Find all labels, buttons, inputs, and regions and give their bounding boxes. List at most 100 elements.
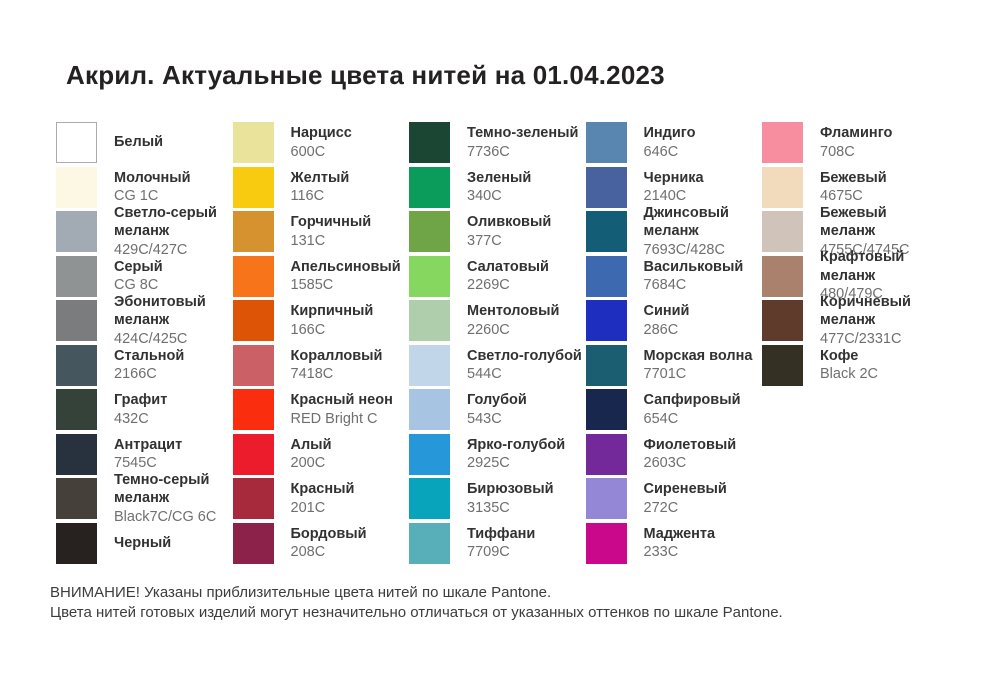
color-name: Нарцисс [290,125,352,141]
color-code: 600C [290,143,326,160]
color-code: 4755C/4745C [820,241,910,258]
color-code: 3135C [467,499,510,516]
color-code: Black 2C [820,366,879,382]
color-code: 424C/425C [114,330,188,347]
color-labels: Оливковый 377C [467,211,599,252]
color-entry: Горчичный 131C [232,211,409,256]
color-code: 340C [467,188,502,204]
color-code: 2140C [643,188,687,204]
color-labels: Морская волна 7701C [644,345,776,386]
color-swatch [409,211,450,252]
color-swatch [409,433,450,475]
color-name: Крафтовый меланж [820,249,905,284]
color-swatch [56,166,97,208]
footer-note: ВНИМАНИЕ! Указаны приблизительные цвета … [50,583,783,622]
color-name: Кирпичный [290,303,374,319]
color-name: Салатовый [467,258,549,275]
color-swatch [762,255,803,297]
color-labels: Джинсовый меланж 7693C/428C [644,205,776,258]
color-swatch [232,122,274,163]
color-swatch [232,211,274,252]
color-entry: Черника 2140C [585,166,762,212]
color-entry: Антрацит 7545C [56,433,232,479]
color-code: 654C [643,410,679,427]
color-code: 201C [290,499,326,516]
color-labels: Эбонитовый меланж 424C/425C [114,294,246,347]
color-code: Black7C/CG 6C [114,508,217,525]
color-code: 7693C/428C [643,241,725,258]
footer-note-line-2: Цвета нитей готовых изделий могут незнач… [50,603,783,621]
color-swatch [409,478,450,519]
color-labels: Желтый 116C [291,167,423,208]
color-swatch [409,344,450,386]
color-labels: Ментоловый 2260C [467,300,599,341]
color-swatch [56,522,97,564]
color-swatch [409,300,450,341]
color-labels: Красный 201C [291,478,423,519]
color-labels: Горчичный 131C [291,211,423,252]
color-code: 646C [643,143,679,160]
color-swatch [409,166,450,208]
color-entry: Джинсовый меланж 7693C/428C [585,205,762,258]
color-name: Горчичный [290,214,372,230]
color-entry: Желтый 116C [232,166,409,212]
color-code: CG 8C [114,277,159,293]
color-swatch [409,122,450,163]
color-swatch [56,344,97,386]
color-labels: Стальной 2166C [114,345,246,386]
color-name: Бежевый меланж [820,204,887,240]
color-name: Антрацит [114,436,183,453]
color-name: Светло-голубой [467,347,582,364]
color-labels: Белый [114,122,246,163]
color-labels: Сапфировый 654C [644,389,776,430]
color-labels: Бежевый 4675C [820,167,952,208]
color-code: 2269C [467,277,510,293]
color-code: 377C [467,232,502,249]
color-entry: Морская волна 7701C [585,344,762,390]
color-name: Бежевый [820,169,887,186]
color-code: RED Bright C [290,410,378,427]
color-entry: Серый CG 8C [56,255,232,301]
color-name: Голубой [467,392,527,408]
color-code: 131C [290,232,326,249]
color-labels: Нарцисс 600C [291,122,423,163]
color-code: 7709C [467,544,510,560]
color-entry: Бежевый меланж 4755C/4745C [762,205,938,258]
color-labels: Светло-серый меланж 429C/427C [114,205,246,258]
color-name: Красный [290,481,355,497]
color-name: Тиффани [467,525,536,542]
color-labels: Крафтовый меланж 480/479C [820,249,952,302]
color-swatch [409,389,450,430]
color-name: Желтый [290,169,350,186]
page-title: Акрил. Актуальные цвета нитей на 01.04.2… [66,60,665,90]
color-code: 708C [820,143,855,160]
color-labels: Синий 286C [644,300,776,341]
color-name: Ментоловый [467,303,560,319]
color-labels: Сиреневый 272C [644,478,776,519]
color-swatch [762,122,803,163]
color-swatch [232,344,274,386]
color-name: Серый [114,258,163,275]
color-entry: Голубой 543C [409,389,585,434]
color-code: 272C [643,499,679,516]
color-entry: Ментоловый 2260C [409,300,585,345]
color-entry: Кофе Black 2C [762,344,938,390]
color-labels: Ярко-голубой 2925C [467,434,599,475]
color-entry: Нарцисс 600C [232,122,409,167]
color-name: Морская волна [643,347,753,364]
color-labels: Маджента 233C [644,523,776,564]
color-labels: Бежевый меланж 4755C/4745C [820,205,952,258]
color-swatch [762,300,803,341]
color-name: Бирюзовый [467,481,554,497]
color-code: 7545C [114,455,157,471]
color-labels: Голубой 543C [467,389,599,430]
color-swatch [232,166,274,208]
color-swatch [585,122,627,163]
color-code: 7684C [643,277,687,293]
color-entry: Бежевый 4675C [762,166,938,212]
color-swatch [56,478,97,519]
color-entry: Черный [56,522,232,568]
color-name: Черника [643,169,704,186]
color-labels: Красный неон RED Bright C [291,389,423,430]
color-code: 480/479C [820,286,883,303]
